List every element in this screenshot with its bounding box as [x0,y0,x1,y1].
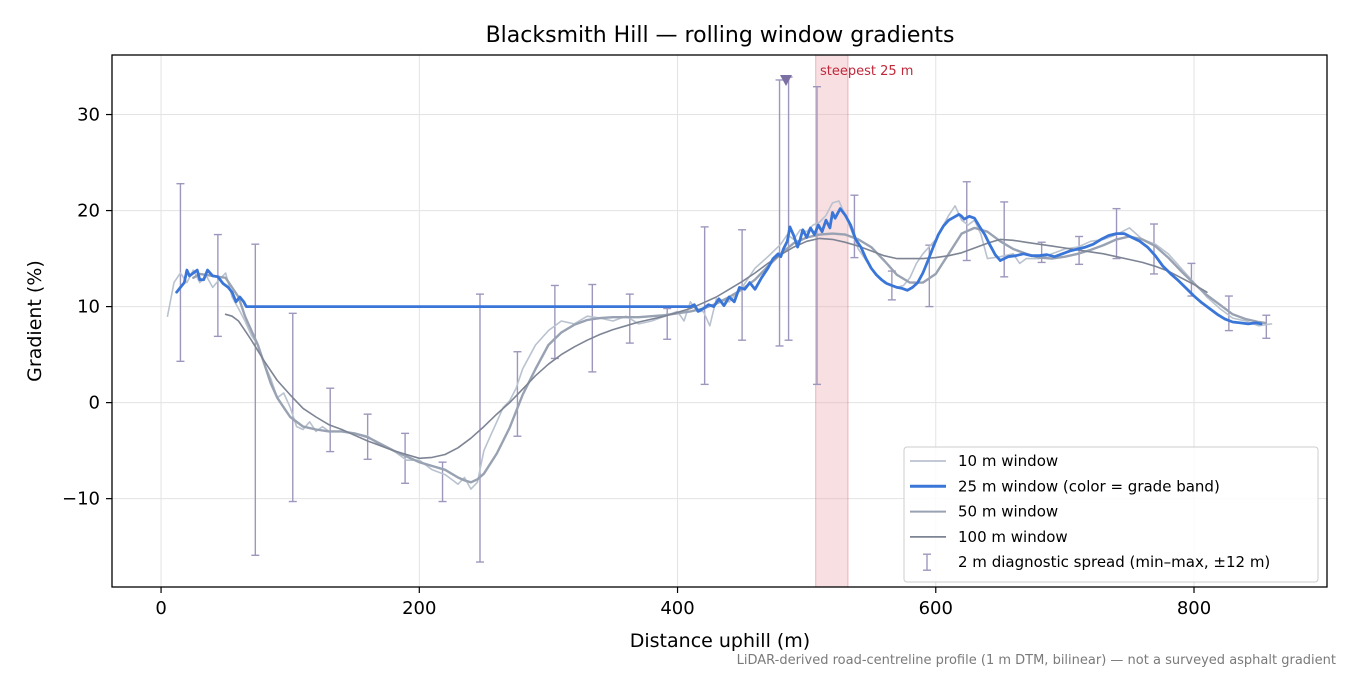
highlight-label: steepest 25 m [820,64,913,79]
errorbar [326,387,335,453]
errorbar [251,243,260,557]
x-tick-label: 400 [660,598,694,619]
footnote: LiDAR-derived road-centreline profile (1… [737,653,1336,668]
chart-title: Blacksmith Hill — rolling window gradien… [486,23,955,48]
legend-box [903,446,1319,583]
legend-entry: 10 m window [910,452,1058,470]
legend-entry: 50 m window [910,503,1058,521]
legend-entry: 100 m window [910,528,1068,546]
errorbar [1224,295,1233,332]
series-line-w25b [998,232,1263,326]
steepest-segment-band [815,54,849,588]
series-line-w50 [192,226,1267,484]
x-tick-label: 600 [919,598,953,619]
legend-label: 50 m window [958,503,1058,521]
errorbar [850,194,859,259]
highlight-band-layer [815,54,849,588]
errorbar [775,79,784,347]
legend-entry: 2 m diagnostic spread (min–max, ±12 m) [923,553,1270,571]
y-tick-label: 30 [77,105,100,126]
errorbar [738,229,747,341]
x-axis-ticks: 0 200 400 600 800 [155,587,1211,619]
legend-label: 100 m window [958,528,1068,546]
y-tick-label: 0 [89,393,100,414]
errorbar [1037,241,1046,264]
errorbar [288,312,297,503]
legend-entry: 25 m window (color = grade band) [910,477,1220,495]
y-tick-label: 10 [77,297,100,318]
errorbar [962,181,971,262]
series-layer [166,200,1273,490]
y-tick-label: 20 [77,201,100,222]
legend-entries: 10 m window 25 m window (color = grade ba… [910,452,1270,571]
errorbar [700,226,709,386]
peak-marker [779,74,792,86]
plot-frame [111,54,1328,588]
errorbar [588,283,597,373]
series-line-w25 [175,207,1002,313]
marker-layer [779,74,792,86]
legend: 10 m window 25 m window (color = grade ba… [903,446,1319,583]
x-tick-label: 800 [1177,598,1211,619]
x-axis-label: Distance uphill (m) [630,630,810,652]
y-axis-label: Gradient (%) [24,260,46,382]
legend-label: 2 m diagnostic spread (min–max, ±12 m) [958,553,1270,571]
legend-label: 10 m window [958,452,1058,470]
x-tick-label: 200 [402,598,436,619]
errorbar [213,233,222,338]
errorbar [475,293,484,563]
legend-label: 25 m window (color = grade band) [958,477,1220,495]
series-line-w100 [224,237,1208,460]
errorbar [1262,314,1271,339]
y-axis-ticks: −10 0 10 20 30 [62,105,112,510]
x-tick-label: 0 [155,598,166,619]
y-tick-label: −10 [62,489,100,510]
